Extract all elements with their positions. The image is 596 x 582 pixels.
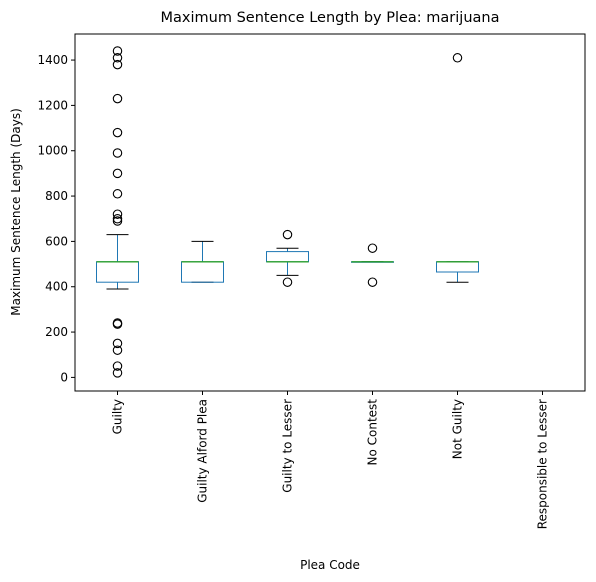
y-tick-label: 1000 (37, 144, 68, 158)
box-0-outlier (112, 209, 123, 219)
box-0-outlier (112, 46, 123, 56)
y-tick-label: 1200 (37, 98, 68, 112)
box-3-outlier (367, 277, 378, 287)
box-0-outlier (112, 213, 123, 224)
box-0-outlier (112, 93, 123, 104)
box-0-outlier (112, 361, 123, 371)
box-4-iqr-box (436, 261, 479, 273)
x-tick-label: No Contest (366, 399, 380, 466)
y-tick-label: 200 (45, 325, 68, 339)
box-0-outlier (112, 318, 123, 328)
chart-title: Maximum Sentence Length by Plea: marijua… (161, 10, 500, 26)
y-tick-label: 400 (45, 280, 68, 294)
x-tick-label: Guilty Alford Plea (196, 399, 210, 503)
x-tick-label: Responsible to Lesser (536, 399, 550, 529)
box-4-outlier (452, 53, 463, 63)
box-3-outlier (367, 243, 378, 253)
x-tick-label: Not Guilty (451, 399, 465, 459)
y-tick-label: 600 (45, 234, 68, 248)
y-tick-label: 800 (45, 189, 68, 203)
plot-frame (74, 33, 586, 392)
box-0-outlier (112, 168, 123, 179)
y-tick-label: 0 (60, 370, 68, 384)
plot-area: 0 200 400 600 800 1000 1200 1400 Guilty Guilty Al… (37, 33, 586, 529)
box-0-outlier (112, 53, 123, 63)
box-0-outlier (112, 338, 123, 349)
box-0-outlier (112, 127, 123, 138)
x-tick-label: Guilty (111, 399, 125, 434)
box-0-outlier (112, 148, 123, 158)
box-0-iqr-box (96, 261, 139, 283)
box-2-iqr-box (266, 251, 309, 263)
y-tick-label: 1400 (37, 53, 68, 67)
box-2-outlier (282, 229, 293, 240)
x-axis-label: Plea Code (300, 558, 360, 572)
box-1-iqr-box (181, 261, 224, 283)
box-0-outlier (112, 368, 123, 378)
box-0-outlier (112, 216, 123, 226)
y-axis-label: Maximum Sentence Length (Days) (9, 108, 23, 316)
box-0-outlier (112, 59, 123, 70)
x-tick-label: Guilty to Lesser (281, 399, 295, 493)
box-0-outlier (112, 189, 123, 199)
box-0-outlier (112, 345, 123, 355)
box-2-outlier (282, 277, 293, 287)
